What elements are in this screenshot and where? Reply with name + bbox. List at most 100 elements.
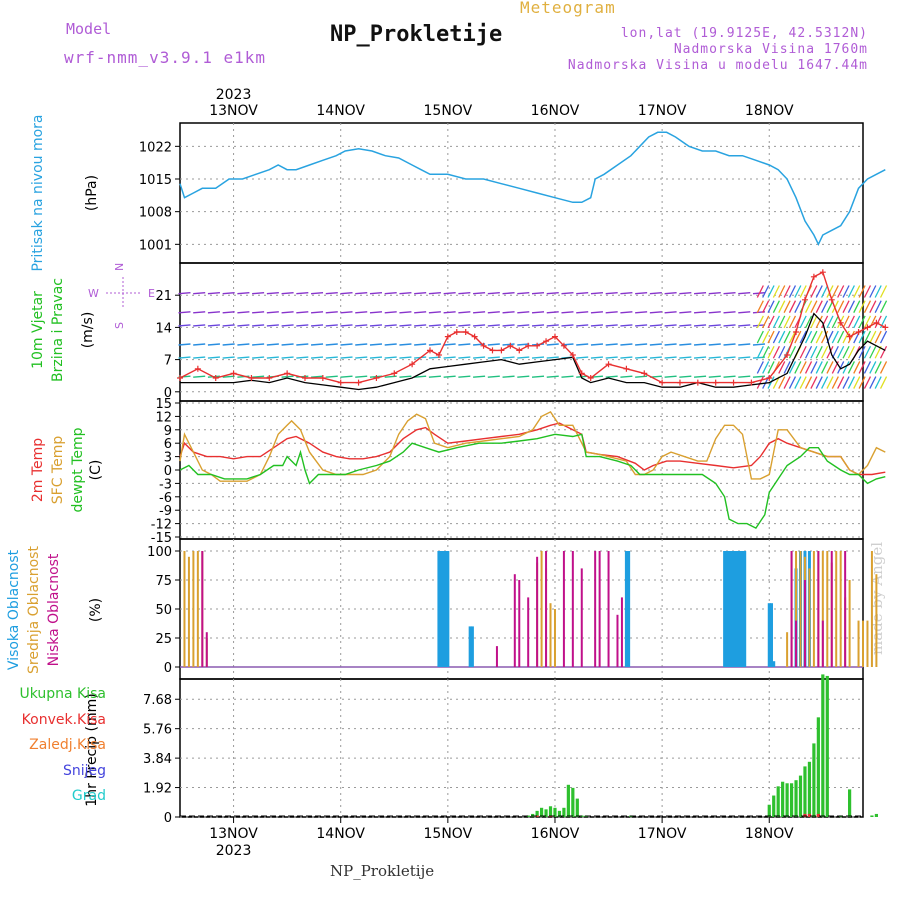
wind-barb xyxy=(340,343,353,346)
wind-barb xyxy=(783,376,791,389)
wind-barb xyxy=(399,292,412,295)
wind-barb xyxy=(694,356,707,359)
wind-barb xyxy=(517,292,530,295)
pressure-ytick-label: 1022 xyxy=(139,140,172,155)
wind-barb xyxy=(815,330,823,344)
bottom-day-label: 16NOV xyxy=(531,826,580,842)
wind-barb xyxy=(517,343,530,346)
wind-barb xyxy=(837,376,845,389)
wind-barb xyxy=(443,311,456,314)
wind-barb xyxy=(794,330,802,344)
wind-barb xyxy=(664,324,677,327)
precip_total-bar xyxy=(553,807,557,817)
wind-barb xyxy=(810,330,818,344)
wind-barb xyxy=(620,324,633,327)
wind-barb xyxy=(458,356,471,359)
wind-barb xyxy=(804,300,813,313)
wind-barb xyxy=(723,324,736,327)
wind-barb xyxy=(281,375,294,378)
cloud_high-bar xyxy=(769,603,773,667)
gust-marker xyxy=(819,269,826,276)
altitude-label: Nadmorska Visina 1760m xyxy=(673,42,868,57)
wind-barb xyxy=(842,285,850,298)
wind-barb xyxy=(804,315,813,329)
wind-barb xyxy=(842,345,850,359)
wind-barb xyxy=(635,324,648,327)
wind-barb xyxy=(723,311,736,314)
compass-n: N xyxy=(113,263,126,271)
wind-barb xyxy=(281,356,294,359)
wind-barb xyxy=(821,315,829,329)
wind-barb xyxy=(561,375,574,378)
wind-barb xyxy=(620,311,633,314)
gust-marker xyxy=(623,365,630,372)
wind-barb xyxy=(831,330,839,344)
wind-barb xyxy=(664,311,677,314)
precip_total-bar xyxy=(557,810,562,817)
wind-barb xyxy=(296,324,309,327)
cloud_high-bar xyxy=(444,551,448,667)
bottom-day-label: 17NOV xyxy=(638,826,687,842)
gust-marker xyxy=(444,333,451,340)
temp-ylabel-dewpt: dewpt Temp xyxy=(70,427,86,512)
wind-barb xyxy=(815,345,823,359)
precip_total-bar xyxy=(794,780,798,817)
wind-barb xyxy=(821,376,829,389)
precip_total-bar xyxy=(785,783,789,817)
wind-barb xyxy=(858,300,866,313)
wind-barb xyxy=(296,311,309,314)
top-day-label: 14NOV xyxy=(316,103,365,119)
temperature-ytick-label: 15 xyxy=(155,397,172,412)
wind-barb xyxy=(853,300,861,313)
cloud_mid-bar xyxy=(826,551,829,667)
precip_total-bar xyxy=(772,795,776,817)
wind-barb xyxy=(778,315,786,329)
wind-barb xyxy=(207,311,220,314)
wind-barb xyxy=(531,292,545,295)
cloud_high-bar xyxy=(627,551,631,667)
wind-barb xyxy=(783,315,791,329)
wind-barb xyxy=(237,311,250,314)
precip_conv-bar xyxy=(816,813,820,817)
gust-marker xyxy=(587,375,594,381)
clouds-ytick-label: 100 xyxy=(147,545,172,560)
wind-barb xyxy=(561,311,574,314)
temperature-ytick-label: -15 xyxy=(151,531,172,546)
wind-barb xyxy=(799,376,807,389)
wind-barb xyxy=(281,324,294,327)
wind-barb xyxy=(863,376,872,389)
temperature-ytick-label: -6 xyxy=(159,491,172,506)
cloud_high-bar xyxy=(468,626,472,667)
wind-barb xyxy=(847,345,855,359)
wind-barb xyxy=(679,324,692,327)
gust-marker xyxy=(873,319,880,326)
wind-barb xyxy=(826,376,834,389)
wind-barb xyxy=(428,311,441,314)
cloud_low-bar xyxy=(495,646,498,667)
wind-barb xyxy=(804,330,813,344)
cloud_high-bar xyxy=(734,551,738,667)
wind-barb xyxy=(193,343,206,346)
cloud_low-bar xyxy=(821,620,824,667)
wind-barb xyxy=(821,285,829,298)
wind-barb xyxy=(369,343,383,346)
bottom-day-label: 15NOV xyxy=(424,826,473,842)
wind-barb xyxy=(879,345,888,359)
precip_total-bar xyxy=(531,813,535,817)
cloud_mid-bar xyxy=(540,551,543,667)
wind-barb xyxy=(694,343,707,346)
wind-barb xyxy=(384,343,397,346)
wind-barb xyxy=(858,376,866,389)
wind-barb xyxy=(869,361,877,374)
cloud_low-bar xyxy=(795,620,798,667)
wind-barb xyxy=(222,324,235,327)
bottom-day-label: 14NOV xyxy=(316,826,365,842)
wind-barb xyxy=(266,356,279,359)
wind-barb xyxy=(252,343,265,346)
wind-barb xyxy=(869,345,877,359)
wind-barb xyxy=(502,292,515,295)
wind-barb xyxy=(723,356,736,359)
gust-marker xyxy=(337,379,344,386)
wind-barb xyxy=(858,345,866,359)
gust-marker xyxy=(498,347,505,354)
